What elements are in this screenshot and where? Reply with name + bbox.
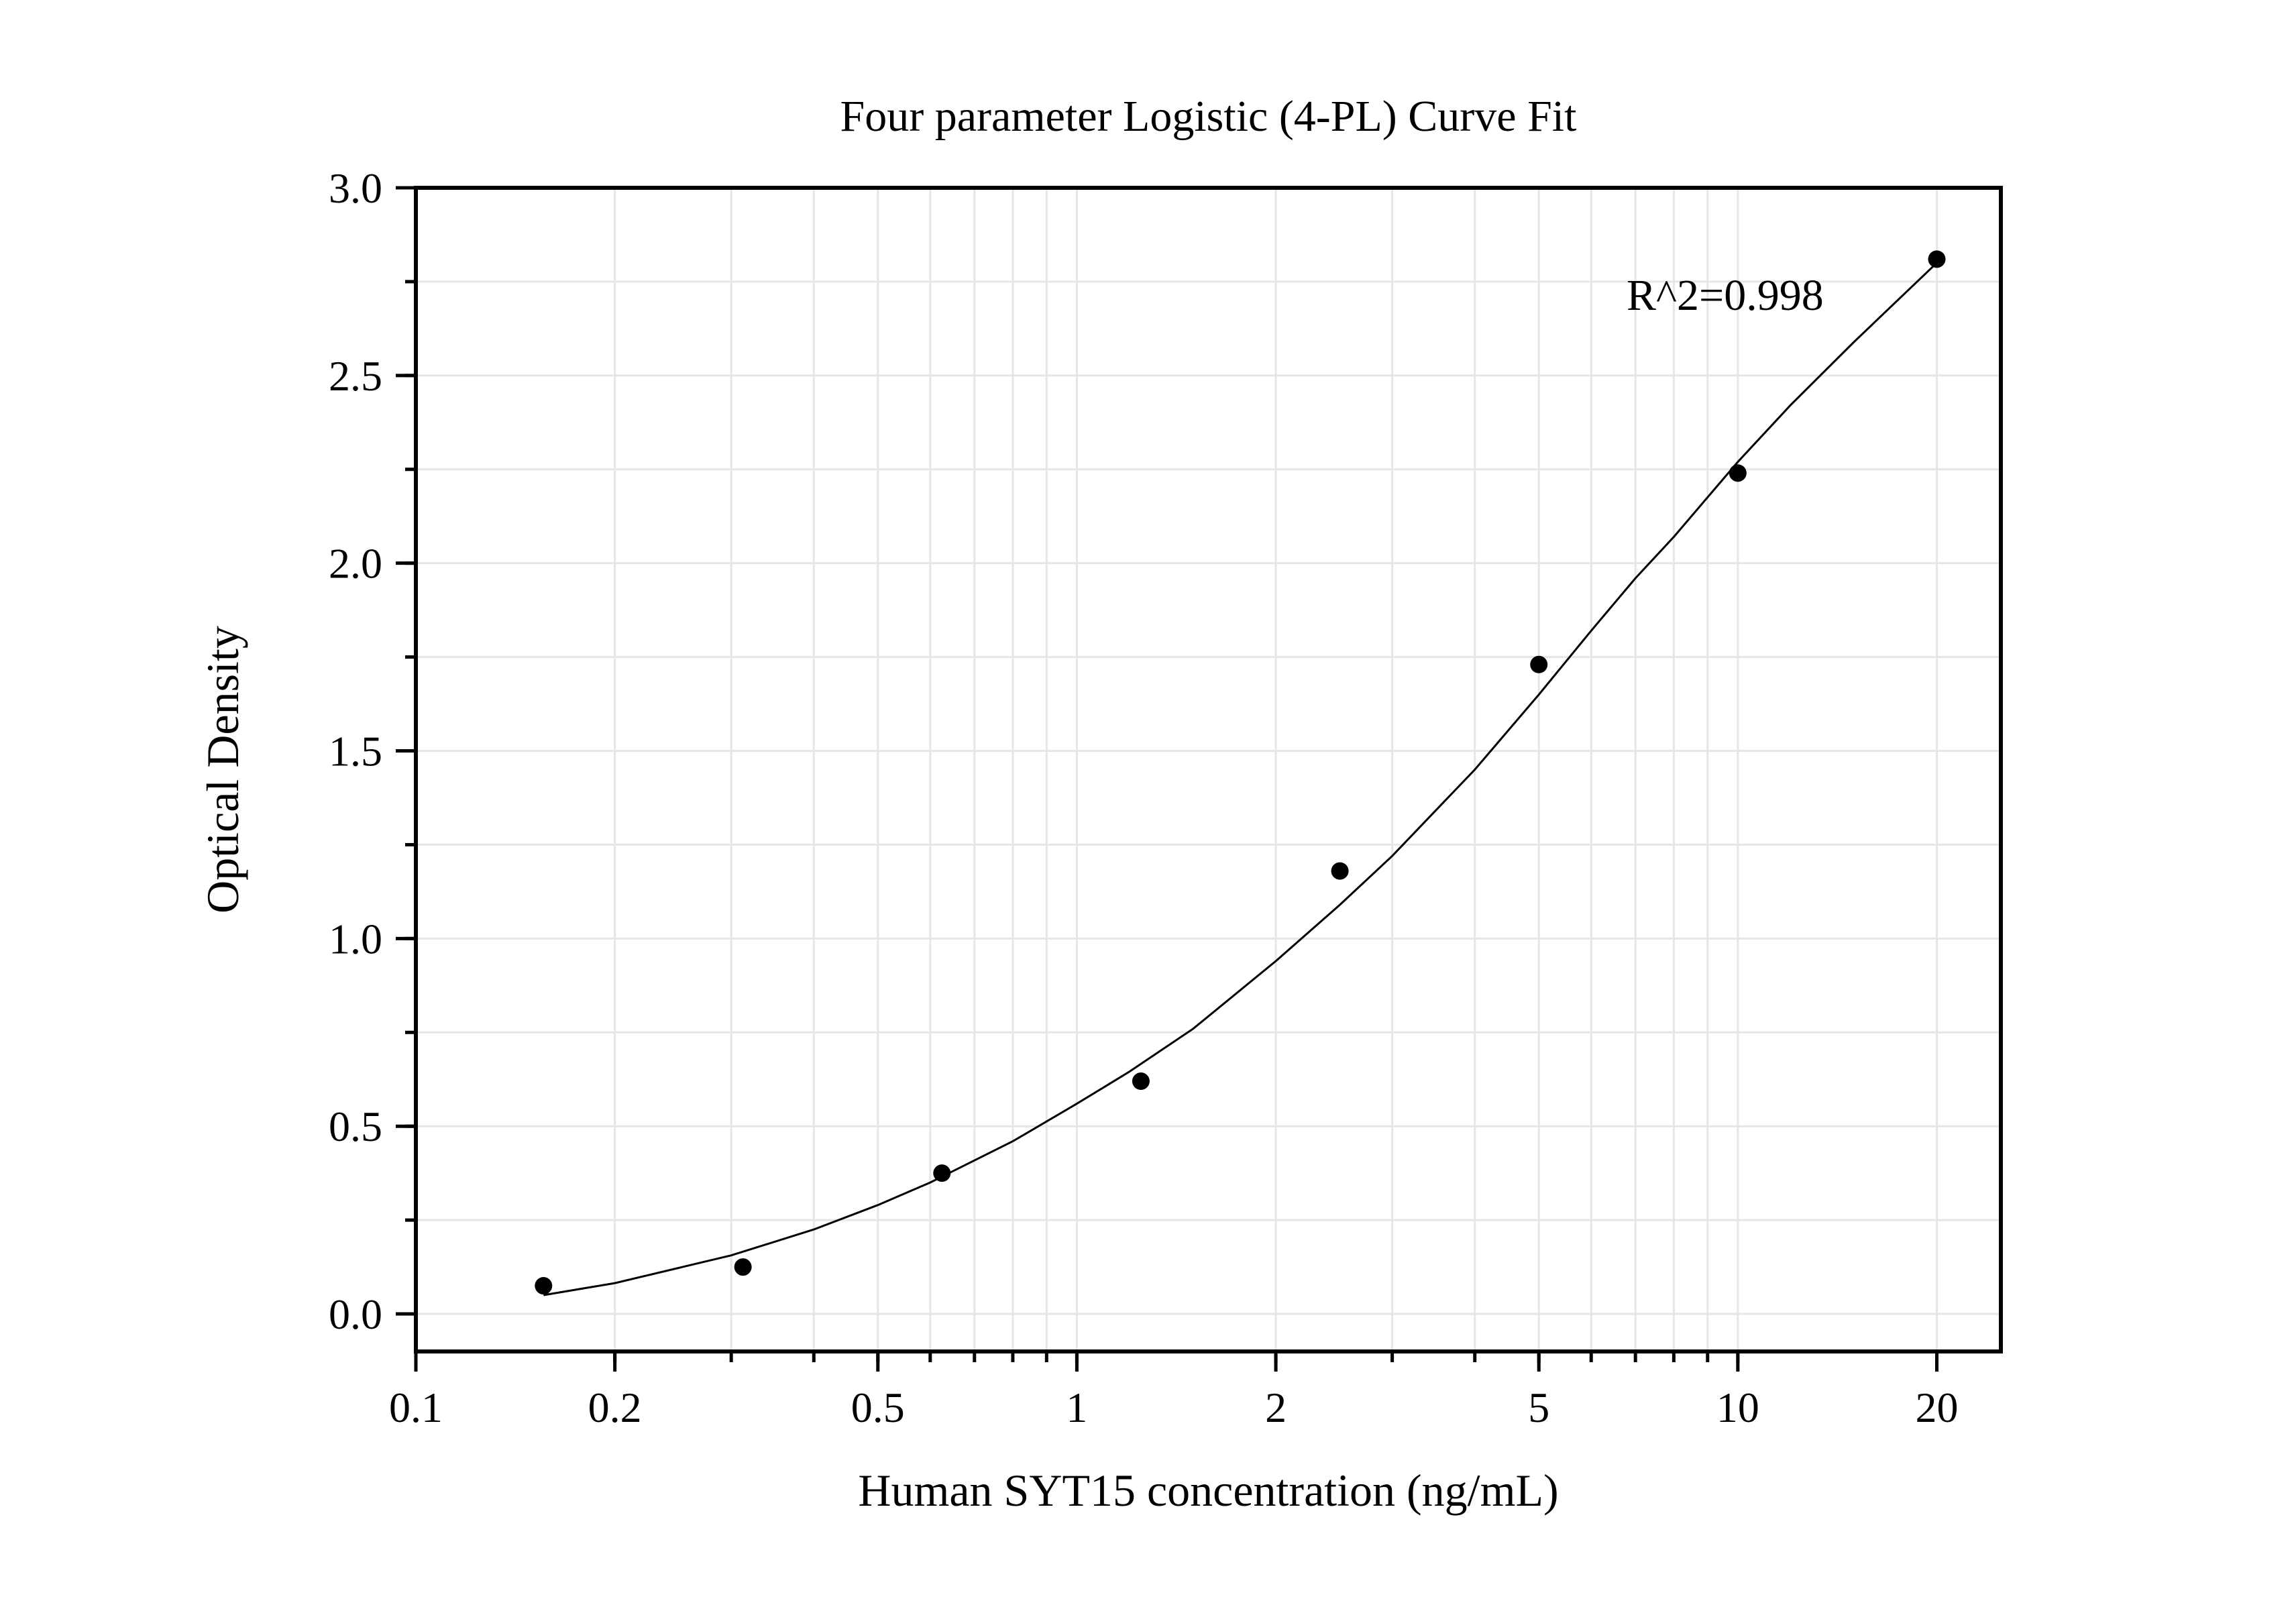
- axis-ticks: 0.1 0.2 0.5 1 2 5 10 20 0.0 0.5 1.0 1.5 2.0 2.5 3.0: [329, 164, 1959, 1431]
- y-tick-label: 3.0: [329, 164, 382, 212]
- x-tick-label: 0.1: [389, 1384, 443, 1431]
- y-tick-label: 2.0: [329, 540, 382, 588]
- data-points: [535, 250, 1946, 1295]
- x-axis-title: Human SYT15 concentration (ng/mL): [858, 1465, 1558, 1516]
- x-tick-label: 1: [1066, 1384, 1087, 1431]
- data-point: [1928, 250, 1946, 268]
- y-tick-label: 1.0: [329, 915, 382, 962]
- fit-curve: [543, 262, 1938, 1296]
- data-point: [1530, 655, 1548, 673]
- data-point: [535, 1277, 553, 1295]
- y-axis-title: Optical Density: [197, 626, 248, 913]
- x-tick-label: 2: [1265, 1384, 1287, 1431]
- grid: [416, 186, 2001, 1351]
- y-tick-label: 1.5: [329, 728, 382, 775]
- x-tick-label: 0.2: [588, 1384, 642, 1431]
- y-tick-label: 0.5: [329, 1103, 382, 1150]
- x-tick-label: 5: [1528, 1384, 1549, 1431]
- data-point: [1331, 862, 1349, 880]
- x-tick-label: 20: [1916, 1384, 1959, 1431]
- data-point: [933, 1164, 951, 1182]
- plot-frame: [414, 186, 2003, 1353]
- y-tick-label: 0.0: [329, 1290, 382, 1338]
- chart-title: Four parameter Logistic (4-PL) Curve Fit: [840, 92, 1577, 141]
- fit-curve-layer: [543, 262, 1938, 1296]
- r-squared-annotation: R^2=0.998: [1627, 271, 1824, 320]
- x-tick-label: 0.5: [851, 1384, 905, 1431]
- y-tick-label: 2.5: [329, 352, 382, 400]
- data-point: [1132, 1072, 1150, 1091]
- x-tick-label: 10: [1716, 1384, 1759, 1431]
- data-point: [1729, 464, 1747, 482]
- data-point: [734, 1258, 752, 1276]
